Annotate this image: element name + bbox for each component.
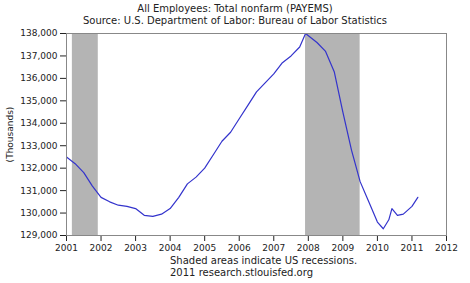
svg-text:2001: 2001 xyxy=(55,243,78,253)
svg-text:2006: 2006 xyxy=(228,243,251,253)
svg-text:2008: 2008 xyxy=(297,243,320,253)
svg-text:(Thousands): (Thousands) xyxy=(5,107,15,163)
html-text:2011 research.stlouisfed.org: 2011 research.stlouisfed.org xyxy=(170,267,313,278)
svg-text:2007: 2007 xyxy=(262,243,285,253)
svg-text:2005: 2005 xyxy=(193,243,216,253)
svg-text:133,000: 133,000 xyxy=(20,141,57,151)
svg-text:2011: 2011 xyxy=(401,243,424,253)
svg-text:2002: 2002 xyxy=(90,243,113,253)
svg-text:136,000: 136,000 xyxy=(20,73,57,83)
svg-text:135,000: 135,000 xyxy=(20,96,57,106)
svg-text:138,000: 138,000 xyxy=(20,28,57,38)
svg-text:2004: 2004 xyxy=(159,243,182,253)
svg-text:2010: 2010 xyxy=(366,243,389,253)
svg-text:137,000: 137,000 xyxy=(20,51,57,61)
svg-text:2009: 2009 xyxy=(331,243,354,253)
svg-text:2012: 2012 xyxy=(435,243,458,253)
html-text:Source: U.S. Department of Lab: Source: U.S. Department of Labor: Bureau… xyxy=(82,15,388,26)
html-text:Shaded areas indicate US reces: Shaded areas indicate US recessions. xyxy=(170,255,358,266)
svg-text:130,000: 130,000 xyxy=(20,208,57,218)
svg-text:134,000: 134,000 xyxy=(20,118,57,128)
svg-text:129,000: 129,000 xyxy=(20,230,57,240)
svg-text:132,000: 132,000 xyxy=(20,163,57,173)
svg-text:2003: 2003 xyxy=(124,243,147,253)
svg-text:131,000: 131,000 xyxy=(20,185,57,195)
html-text:All Employees: Total nonfarm (: All Employees: Total nonfarm (PAYEMS) xyxy=(137,3,333,14)
